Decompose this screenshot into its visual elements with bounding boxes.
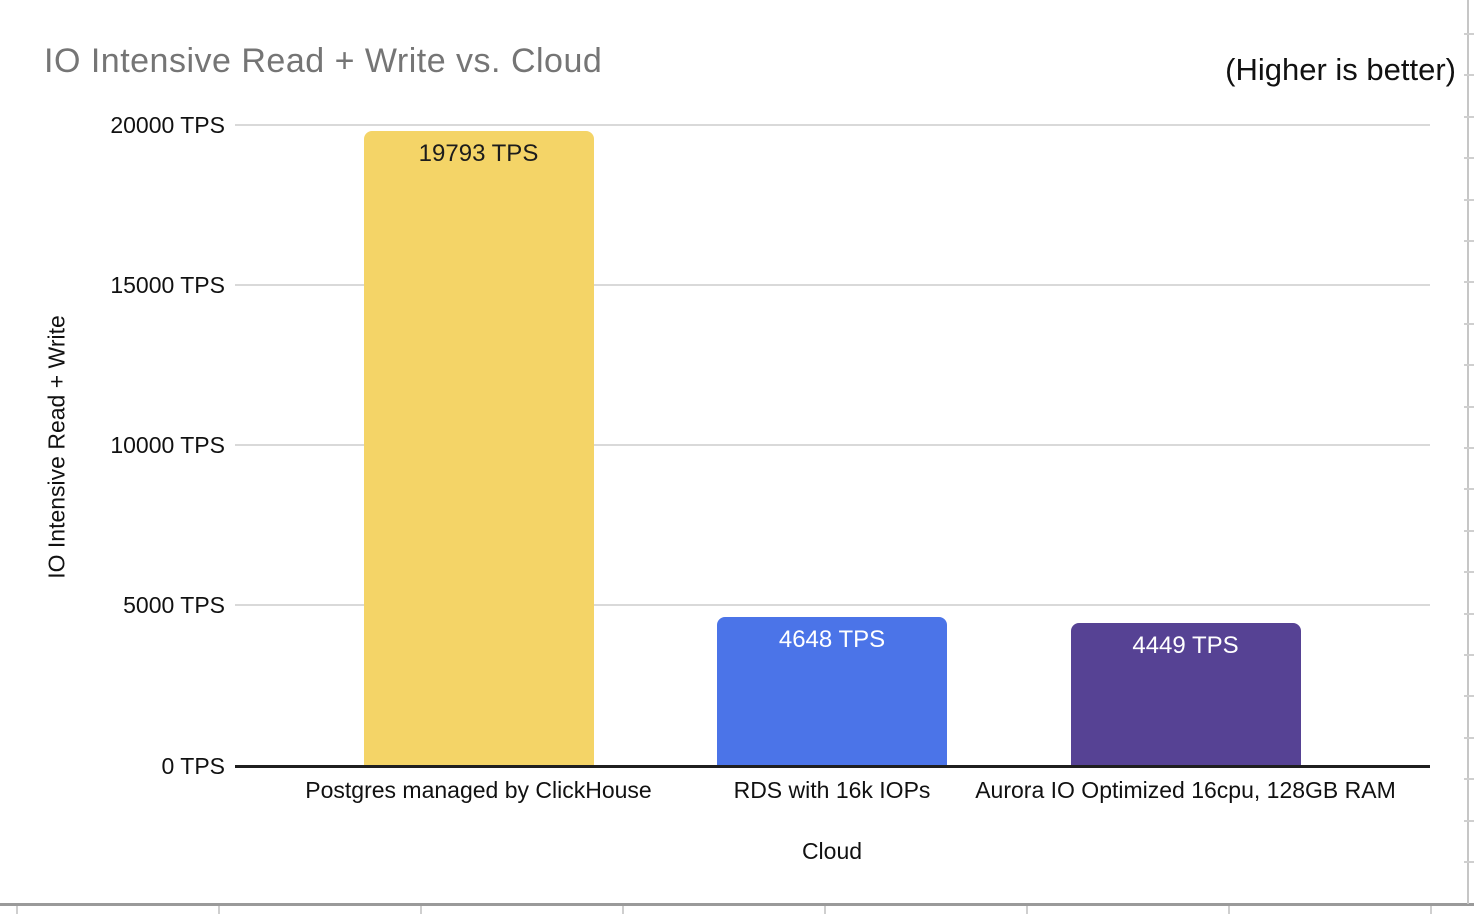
sheet-row-tick (1464, 861, 1474, 863)
sheet-column-tick (1430, 906, 1432, 914)
sheet-column-tick (1228, 906, 1230, 914)
x-category-label: RDS with 16k IOPs (733, 777, 931, 803)
x-axis-title: Cloud (801, 838, 863, 864)
sheet-row-tick (1464, 820, 1474, 822)
y-tick-label: 5000 TPS (123, 592, 225, 619)
sheet-row-tick (1464, 33, 1474, 35)
sheet-row-tick (1464, 613, 1474, 615)
sheet-row-tick (1464, 695, 1474, 697)
gridline (235, 283, 1430, 286)
higher-is-better-note: (Higher is better) (1225, 52, 1456, 87)
bar-value-label: 4648 TPS (778, 625, 886, 653)
x-category-label: Postgres managed by ClickHouse (305, 777, 652, 803)
sheet-row-tick (1464, 157, 1474, 159)
sheet-row-tick (1464, 74, 1474, 76)
x-axis-line (235, 764, 1430, 768)
bar-2[interactable]: 4648 TPS (717, 616, 947, 766)
sheet-row-tick (1464, 116, 1474, 118)
sheet-row-tick (1464, 364, 1474, 366)
sheet-row-tick (1464, 488, 1474, 490)
sheet-row-tick (1464, 571, 1474, 573)
sheet-row-tick (1464, 240, 1474, 242)
sheet-column-tick (1026, 906, 1028, 914)
bar-value-label: 19793 TPS (418, 140, 539, 168)
bar-value-label: 4449 TPS (1132, 631, 1239, 659)
y-tick-label: 20000 TPS (110, 111, 225, 138)
sheet-column-tick (218, 906, 220, 914)
sheet-row-tick (1464, 654, 1474, 656)
sheet-row-tick (1464, 281, 1474, 283)
sheet-row-tick (1464, 778, 1474, 780)
y-tick-label: 0 TPS (161, 752, 226, 779)
sheet-row-tick (1464, 406, 1474, 408)
sheet-column-tick (622, 906, 624, 914)
gridline (235, 444, 1430, 446)
sheet-column-tick (824, 906, 826, 914)
bar-1[interactable]: 19793 TPS (363, 131, 594, 766)
sheet-row-tick (1464, 447, 1474, 449)
y-tick-label: 10000 TPS (110, 432, 225, 458)
y-tick-label: 15000 TPS (110, 271, 225, 298)
sheet-bottom-border (0, 903, 1474, 906)
sheet-row-tick (1464, 323, 1474, 325)
gridline (235, 604, 1430, 607)
bar-3[interactable]: 4449 TPS (1070, 622, 1301, 766)
chart-title: IO Intensive Read + Write vs. Cloud (44, 42, 603, 80)
x-category-label: Aurora IO Optimized 16cpu, 128GB RAM (975, 777, 1396, 803)
sheet-column-tick (420, 906, 422, 914)
gridline (235, 123, 1430, 126)
sheet-column-tick (16, 906, 18, 914)
sheet-row-tick (1464, 737, 1474, 739)
sheet-row-tick (1464, 199, 1474, 201)
sheet-row-tick (1464, 530, 1474, 532)
sheet-right-border (1467, 0, 1469, 904)
